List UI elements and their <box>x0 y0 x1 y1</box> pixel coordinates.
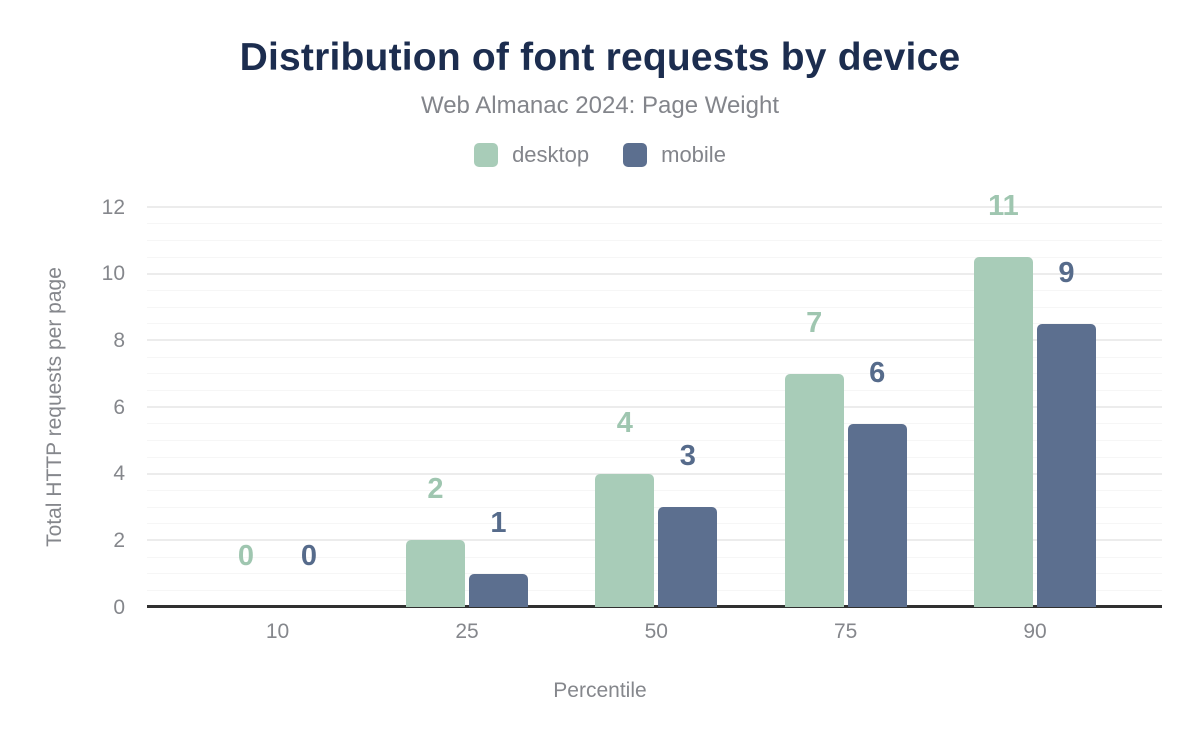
bar-mobile-p75[interactable] <box>847 423 907 607</box>
y-tick-label: 8 <box>113 328 125 352</box>
legend-item-desktop: desktop <box>474 142 589 168</box>
gridline <box>147 556 1162 558</box>
bar-value-label-mobile-p50: 3 <box>679 440 696 472</box>
y-tick-label: 10 <box>101 262 125 286</box>
legend-item-mobile: mobile <box>623 142 726 168</box>
bar-mobile-p50[interactable] <box>658 507 718 607</box>
bar-desktop-p90[interactable] <box>974 257 1033 607</box>
legend-swatch-mobile <box>623 143 648 167</box>
bar-value-label-mobile-p90: 9 <box>1058 256 1075 289</box>
gridline <box>147 256 1162 258</box>
gridline <box>147 289 1162 291</box>
gridline <box>147 272 1162 275</box>
x-tick-label: 90 <box>1023 620 1047 643</box>
gridline <box>147 339 1162 342</box>
x-tick-label: 75 <box>834 620 858 643</box>
gridline <box>147 589 1162 591</box>
y-tick-label: 6 <box>113 395 125 419</box>
bar-value-label-desktop-p25: 2 <box>427 473 444 506</box>
bar-value-label-mobile-p25: 1 <box>490 506 507 539</box>
gridline <box>147 356 1162 358</box>
legend-label-mobile: mobile <box>661 142 726 167</box>
gridline <box>147 239 1162 241</box>
bar-mobile-p25[interactable] <box>469 573 528 607</box>
legend-swatch-desktop <box>474 143 499 167</box>
x-tick-label: 10 <box>265 620 290 643</box>
bar-desktop-p25[interactable] <box>406 540 465 607</box>
gridline <box>147 439 1162 441</box>
gridline <box>147 206 1162 208</box>
bar-value-label-mobile-p75: 6 <box>869 356 886 389</box>
gridline <box>147 406 1162 408</box>
y-tick-label: 2 <box>113 528 125 552</box>
gridline <box>147 456 1162 458</box>
y-tick-label: 12 <box>101 195 125 219</box>
bar-value-label-desktop-p75: 7 <box>806 306 823 339</box>
x-axis-title: Percentile <box>553 679 647 702</box>
gridline <box>147 223 1162 225</box>
chart-title: Distribution of font requests by device <box>239 36 961 79</box>
x-tick-label: 25 <box>455 620 479 643</box>
plot-area: 0 0 2 1 4 3 7 6 11 9 <box>147 190 1162 608</box>
gridline <box>147 539 1162 542</box>
gridline <box>147 306 1162 308</box>
gridline <box>147 472 1162 475</box>
y-tick-label: 0 <box>113 595 125 619</box>
x-tick-label: 50 <box>644 620 668 643</box>
gridline <box>147 506 1162 508</box>
gridline <box>147 373 1162 375</box>
legend-label-desktop: desktop <box>512 142 590 167</box>
gridline <box>147 573 1162 575</box>
gridline <box>147 423 1162 425</box>
bar-value-label-desktop-p90: 11 <box>988 190 1019 222</box>
bar-value-label-desktop-p50: 4 <box>616 406 633 439</box>
bar-desktop-p50[interactable] <box>595 473 655 607</box>
gridline <box>147 389 1162 391</box>
bar-value-label-mobile-p10: 0 <box>300 540 318 572</box>
gridline <box>147 523 1162 525</box>
y-tick-label: 4 <box>113 462 125 486</box>
bar-value-label-desktop-p10: 0 <box>237 540 255 572</box>
gridline <box>147 323 1162 325</box>
legend: desktop mobile <box>0 142 1200 168</box>
gridline <box>147 489 1162 491</box>
bar-desktop-p75[interactable] <box>784 373 844 607</box>
chart-subtitle: Web Almanac 2024: Page Weight <box>420 92 779 119</box>
x-axis-line <box>147 605 1162 608</box>
bar-mobile-p90[interactable] <box>1037 323 1096 607</box>
